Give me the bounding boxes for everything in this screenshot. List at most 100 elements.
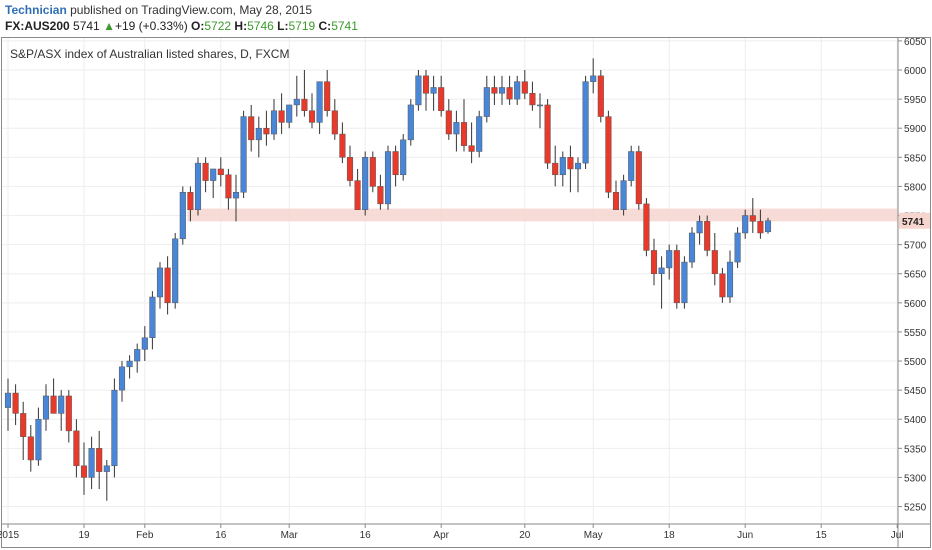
candle-body [362, 157, 369, 210]
low-value: 5719 [288, 19, 316, 33]
candle-body [438, 87, 445, 112]
candle-body [248, 116, 255, 141]
candle-body [232, 191, 240, 199]
candle-body [293, 98, 300, 106]
price-tick-label: 5950 [904, 95, 927, 106]
time-tick-label: May [584, 530, 603, 541]
candle-body [536, 104, 544, 107]
price-tick-label: 5700 [904, 241, 927, 252]
time-tick-label: 19 [78, 530, 90, 541]
candle-body [4, 392, 12, 408]
symbol-label[interactable]: FX:AUS200 [5, 19, 70, 33]
candle-body [141, 337, 148, 350]
candle-body [35, 418, 42, 461]
candle-body [164, 267, 171, 304]
candle-body [331, 110, 338, 135]
open-label: O: [191, 19, 205, 33]
candle-body [628, 151, 635, 181]
candle-body [742, 215, 749, 234]
candle-body [217, 168, 224, 176]
candle-body [415, 75, 422, 106]
candle-body [58, 395, 65, 414]
author-link[interactable]: Technician [5, 3, 67, 17]
candle-body [430, 87, 437, 94]
time-tick-label: 18 [664, 530, 676, 541]
candle-body [468, 145, 475, 152]
candle-body [544, 104, 551, 164]
candle-body [179, 191, 186, 240]
candle-body [643, 203, 650, 251]
candle-body [149, 296, 156, 338]
candle-body [118, 366, 126, 391]
price-axis[interactable]: 5250 5300 5350 5400 5450 5500 5550 5600 5650 5700… [897, 37, 930, 548]
candle-body [80, 465, 88, 478]
candle-body [377, 186, 384, 205]
time-tick-label: Apr [433, 530, 449, 541]
candle-body [400, 139, 407, 176]
candle-body [422, 75, 430, 94]
support-zone [187, 208, 898, 222]
candle-body [597, 75, 604, 117]
candle-body [263, 127, 270, 135]
up-arrow-icon: ▲ [103, 19, 115, 33]
price-tick-label: 5600 [904, 299, 927, 310]
candle-body [734, 232, 741, 263]
price-tick-label: 5850 [904, 153, 927, 164]
time-tick-label: Jun [737, 530, 753, 541]
candle-body [696, 221, 703, 234]
current-price-tag [899, 212, 930, 229]
candle-body [270, 110, 278, 135]
candle-body [111, 389, 118, 467]
quote-line: FX:AUS200 5741 ▲+19 (+0.33%) O:5722 H:57… [5, 19, 358, 33]
candle-body [210, 168, 217, 181]
candle-body [255, 127, 262, 141]
candle-body [574, 162, 582, 170]
price-change: +19 (+0.33%) [114, 19, 188, 33]
candle-body [726, 261, 734, 298]
price-tick-label: 5250 [904, 503, 927, 514]
candle-body [673, 250, 680, 304]
candle-body [187, 191, 194, 210]
candle-body [407, 104, 414, 141]
candle-body [620, 180, 627, 210]
candle-body [764, 220, 772, 233]
publish-info: published on TradingView.com, May 28, 20… [66, 3, 313, 17]
low-label: L: [277, 19, 289, 33]
candle-body [225, 174, 232, 199]
candle-body [301, 98, 308, 112]
candle-body [445, 110, 452, 135]
candle-body [719, 273, 726, 298]
chart-title: S&P/ASX index of Australian listed share… [10, 47, 290, 61]
time-axis[interactable]: 2015 19 Feb 16 Mar 16 Apr 20 May 18 Jun 15 Jul [0, 523, 930, 541]
candle-body [50, 395, 57, 414]
candle-body [172, 238, 179, 304]
candle-body [529, 93, 536, 106]
time-tick-label: Feb [136, 530, 154, 541]
candle-body [498, 87, 506, 94]
candle-body [491, 87, 498, 94]
candle-body [666, 250, 673, 269]
candles [4, 58, 772, 501]
close-label: C: [318, 19, 332, 33]
open-value: 5722 [204, 19, 232, 33]
candlestick-chart[interactable]: 5250 5300 5350 5400 5450 5500 5550 5600 5650 5700… [0, 36, 932, 550]
candle-body [483, 87, 490, 117]
candle-body [650, 250, 658, 274]
high-value: 5746 [247, 19, 274, 33]
candle-body [42, 395, 50, 420]
candle-body [559, 157, 566, 176]
candle-body [324, 81, 331, 112]
candle-body [20, 413, 27, 437]
price-tick-label: 6050 [904, 37, 927, 48]
candle-body [552, 162, 559, 176]
chart-header: Technician published on TradingView.com,… [0, 0, 932, 36]
candle-body [194, 162, 202, 210]
candle-body [240, 116, 247, 193]
candle-body [476, 116, 483, 152]
price-tick-label: 5400 [904, 415, 927, 426]
candle-body [278, 110, 285, 123]
candle-body [704, 221, 711, 251]
price-tick-label: 5800 [904, 182, 927, 193]
candle-body [96, 448, 103, 472]
price-tick-label: 6000 [904, 66, 927, 77]
